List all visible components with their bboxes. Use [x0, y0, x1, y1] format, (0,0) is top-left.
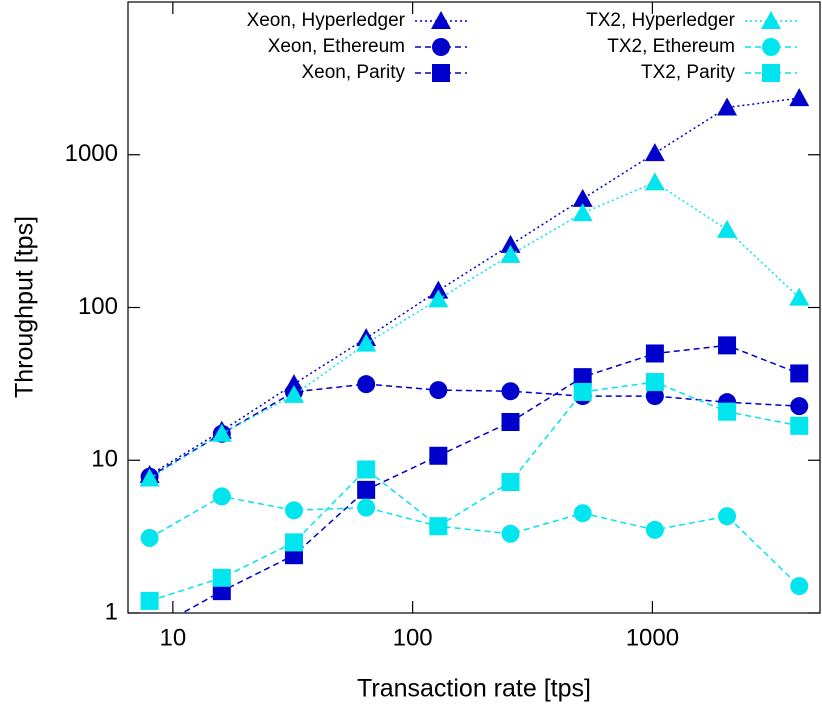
- point: [356, 333, 377, 352]
- point: [645, 520, 664, 539]
- point: [789, 287, 810, 306]
- point: [357, 498, 376, 517]
- point: [717, 219, 738, 238]
- point: [644, 143, 665, 162]
- x-axis-label: Transaction rate [tps]: [357, 675, 591, 703]
- point: [644, 172, 665, 191]
- point: [790, 577, 809, 596]
- point: [645, 344, 664, 363]
- point: [717, 97, 738, 116]
- point: [357, 460, 376, 479]
- point: [573, 382, 592, 401]
- point: [429, 381, 448, 400]
- plot-frame: [127, 1, 821, 614]
- x-tick-label: 1000: [626, 624, 679, 651]
- point: [572, 188, 593, 207]
- point: [573, 368, 592, 387]
- point: [357, 480, 376, 499]
- x-tick-label: 100: [393, 624, 433, 651]
- point: [212, 568, 231, 587]
- y-tick-label: 10: [91, 446, 118, 473]
- legend-marker: [432, 38, 450, 56]
- legend-label: Xeon, Parity: [302, 62, 406, 83]
- point: [718, 507, 737, 526]
- point: [429, 517, 448, 536]
- legend-label: Xeon, Hyperledger: [247, 10, 406, 31]
- point: [283, 384, 304, 403]
- point: [429, 446, 448, 465]
- point: [141, 622, 159, 640]
- point: [501, 473, 520, 492]
- point: [718, 402, 737, 421]
- series-line: [149, 97, 800, 476]
- series-line: [149, 381, 800, 602]
- series-line: [149, 181, 800, 480]
- legend-label: TX2, Parity: [641, 62, 735, 83]
- plot-area: [139, 88, 810, 640]
- point: [140, 591, 159, 610]
- x-tick-label: 10: [160, 624, 187, 651]
- series-line: [180, 344, 800, 613]
- legend-marker: [762, 38, 780, 56]
- legend-label: TX2, Hyperledger: [586, 10, 736, 31]
- point: [357, 375, 376, 394]
- legend-marker: [761, 11, 781, 29]
- point: [790, 364, 809, 383]
- y-tick-label: 1000: [65, 140, 118, 167]
- point: [790, 397, 809, 416]
- point: [572, 203, 593, 222]
- point: [428, 289, 449, 308]
- series-line: [149, 383, 800, 478]
- point: [212, 487, 231, 506]
- legend-label: Xeon, Ethereum: [268, 36, 405, 57]
- y-tick-label: 100: [78, 293, 118, 320]
- point: [790, 416, 809, 435]
- point: [500, 234, 521, 253]
- series-line: [149, 495, 800, 587]
- point: [501, 382, 520, 401]
- point: [718, 336, 737, 355]
- legend-marker: [432, 64, 450, 82]
- point: [211, 423, 232, 442]
- point: [284, 501, 303, 520]
- point: [573, 504, 592, 523]
- y-tick-label: 1: [105, 598, 118, 625]
- point: [140, 528, 159, 547]
- legend-marker: [431, 11, 451, 29]
- point: [645, 387, 664, 406]
- point: [501, 412, 520, 431]
- legend-label: TX2, Ethereum: [607, 36, 735, 57]
- point: [789, 88, 810, 107]
- y-axis-label: Throughput [tps]: [11, 216, 39, 398]
- point: [500, 244, 521, 263]
- legend-marker: [762, 64, 780, 82]
- point: [284, 533, 303, 552]
- point: [501, 524, 520, 543]
- point: [645, 373, 664, 392]
- point: [139, 468, 160, 487]
